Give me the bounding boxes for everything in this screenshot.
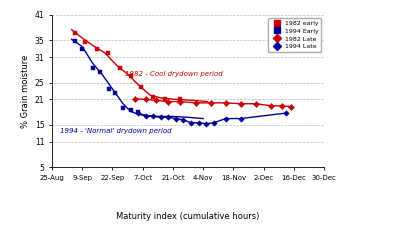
Point — [90, 66, 96, 70]
Point — [97, 70, 104, 74]
Point — [165, 115, 172, 119]
Point — [288, 105, 294, 109]
Point — [165, 100, 172, 104]
Text: 1982 - Cool drydown period: 1982 - Cool drydown period — [124, 71, 222, 77]
Point — [222, 117, 229, 121]
Text: Maturity index (cumulative hours): Maturity index (cumulative hours) — [116, 212, 260, 221]
Point — [222, 101, 229, 105]
Point — [79, 47, 86, 51]
Point — [177, 100, 184, 104]
Point — [177, 97, 184, 101]
Point — [120, 106, 126, 110]
Point — [94, 47, 100, 51]
Point — [142, 97, 149, 101]
Point — [135, 110, 141, 114]
Point — [106, 87, 113, 91]
Point — [210, 121, 217, 125]
Point — [135, 111, 141, 115]
Point — [238, 117, 244, 121]
Point — [188, 121, 194, 125]
Point — [195, 121, 202, 125]
Point — [180, 118, 187, 122]
Point — [192, 101, 199, 105]
Point — [268, 104, 274, 108]
Point — [150, 95, 156, 99]
Point — [142, 114, 149, 118]
Point — [238, 102, 244, 106]
Point — [117, 66, 123, 70]
Point — [173, 117, 179, 121]
Point — [278, 104, 285, 108]
Point — [127, 108, 134, 112]
Point — [158, 115, 164, 119]
Point — [127, 74, 134, 78]
Point — [150, 114, 156, 118]
Point — [105, 51, 111, 55]
Point — [203, 122, 209, 126]
Point — [112, 91, 119, 95]
Point — [162, 97, 168, 101]
Point — [253, 102, 259, 106]
Point — [138, 85, 144, 89]
Point — [82, 40, 88, 44]
Text: 1994 - 'Normal' drydown period: 1994 - 'Normal' drydown period — [60, 128, 171, 134]
Point — [72, 31, 78, 34]
Point — [283, 111, 290, 115]
Y-axis label: % Grain moisture: % Grain moisture — [22, 54, 30, 128]
Point — [153, 98, 160, 102]
Point — [72, 39, 78, 43]
Point — [208, 101, 214, 105]
Legend: 1982 early, 1994 Early, 1982 Late, 1994 Late: 1982 early, 1994 Early, 1982 Late, 1994 … — [268, 18, 321, 52]
Point — [132, 97, 138, 101]
